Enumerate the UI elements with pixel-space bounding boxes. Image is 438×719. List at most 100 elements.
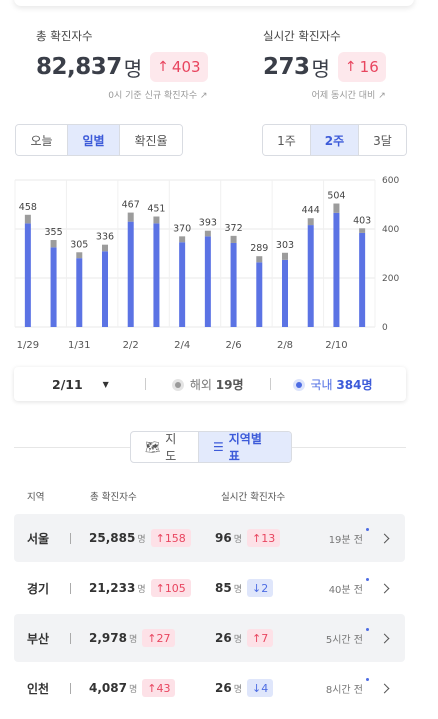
data-label: 504 (327, 191, 345, 202)
bar-domestic (179, 242, 186, 327)
total-delta-badge: ↑ 158 (150, 529, 191, 547)
chevron-right-icon[interactable] (379, 683, 390, 693)
tab-region-table[interactable]: ☰ 지역별 표 (199, 432, 291, 462)
total-delta-badge: ↑ 27 (142, 629, 176, 647)
chevron-right-icon[interactable] (379, 583, 390, 593)
realtime-cases-stat: 실시간 확진자수 273 명 ↑ 16 어제 동시간 대비 ↗ (263, 28, 386, 101)
data-label: 336 (96, 232, 114, 243)
total-cases-delta-badge: ↑ 403 (150, 52, 208, 82)
bar-overseas (333, 203, 340, 213)
date-selector-bar: 2/11 ▼ 해외 19명 국내 384명 (14, 367, 406, 401)
view-tab-group: 오늘 일별 확진율 (15, 124, 183, 156)
bar-domestic (359, 232, 366, 327)
row-realtime: 96 명 ↑ 13 (215, 529, 281, 547)
chevron-right-icon[interactable] (379, 633, 390, 643)
data-label: 303 (276, 240, 294, 251)
data-label: 372 (225, 223, 243, 234)
table-row[interactable]: 부산 2,978 명 ↑ 27 26 명 ↑ 7 5시간 전 (14, 614, 405, 662)
arrow-up-icon: ↑ (147, 631, 157, 645)
bar-overseas (76, 252, 83, 259)
realtime-cases-value: 273 (263, 54, 310, 80)
tab-daily[interactable]: 일별 (68, 125, 120, 155)
x-tick-label: 2/8 (277, 340, 293, 351)
period-tab-group: 1주 2주 3달 (262, 124, 407, 156)
bar-domestic (50, 247, 57, 327)
total-cases-label: 총 확진자수 (36, 29, 93, 43)
tab-rate[interactable]: 확진율 (120, 125, 182, 155)
bar-overseas (204, 230, 211, 237)
arrow-down-icon: ↓ (251, 581, 262, 595)
arrow-up-icon: ↑ (155, 531, 165, 545)
bar-overseas (50, 240, 57, 248)
row-total: 2,978 명 ↑ 27 (89, 629, 176, 647)
realtime-delta-badge: ↑ 7 (246, 629, 274, 647)
bar-overseas (282, 252, 288, 260)
table-row[interactable]: 인천 4,087 명 ↑ 43 26 명 ↓ 4 8시간 전 (14, 664, 405, 712)
chevron-right-icon[interactable] (379, 533, 390, 543)
arrow-up-icon: ↑ (157, 59, 169, 75)
divider (269, 378, 271, 390)
total-cases-note[interactable]: 0시 기준 신규 확진자수 ↗ (108, 91, 208, 101)
row-updated-time: 8시간 전 (326, 677, 370, 696)
total-cases-stat: 총 확진자수 82,837 명 ↑ 403 0시 기준 신규 확진자수 ↗ (36, 28, 208, 101)
data-label: 467 (122, 200, 140, 211)
divider (70, 582, 71, 594)
data-label: 403 (353, 215, 371, 226)
bar-overseas (307, 218, 314, 226)
arrow-up-icon: ↑ (251, 631, 262, 645)
bar-domestic (76, 258, 83, 327)
realtime-cases-note[interactable]: 어제 동시간 대비 ↗ (311, 91, 386, 101)
overseas-dot-icon (171, 379, 184, 391)
total-cases-value: 82,837 (36, 54, 122, 80)
row-region: 인천 (27, 681, 50, 696)
data-label: 393 (199, 218, 217, 229)
tab-2-weeks[interactable]: 2주 (311, 125, 359, 155)
domestic-legend: 국내 384명 (292, 376, 373, 393)
arrow-up-icon: ↑ (344, 59, 357, 75)
tab-3-months[interactable]: 3달 (359, 125, 406, 155)
tab-today[interactable]: 오늘 (16, 125, 68, 155)
bar-overseas (102, 244, 108, 252)
bar-domestic (102, 251, 108, 327)
tab-1-week[interactable]: 1주 (263, 125, 311, 155)
header-total: 총 확진자수 (90, 492, 137, 503)
row-total: 4,087 명 ↑ 43 (89, 679, 176, 697)
bar-domestic (256, 262, 263, 327)
arrow-up-icon: ↑ (251, 531, 262, 545)
table-row[interactable]: 서울 25,885 명 ↑ 158 96 명 ↑ 13 19분 전 (14, 514, 405, 562)
bar-domestic (127, 221, 134, 327)
realtime-delta-badge: ↑ 13 (246, 529, 281, 547)
data-label: 370 (173, 223, 191, 234)
map-table-tabs: 🗺 지도 ☰ 지역별 표 (130, 431, 292, 463)
bar-domestic (24, 223, 31, 327)
row-updated-time: 19분 전 (329, 527, 370, 546)
bar-overseas (24, 214, 31, 224)
y-tick-label: 400 (382, 225, 399, 235)
bar-overseas (230, 235, 237, 243)
tab-map[interactable]: 🗺 지도 (131, 432, 199, 462)
bar-domestic (230, 242, 237, 327)
bar-overseas (153, 216, 160, 224)
realtime-delta-badge: ↓ 2 (246, 579, 274, 597)
map-icon: 🗺 (145, 440, 161, 454)
daily-cases-chart: 0 200 400 600 458 355 305 336 467 451 370 393 372 289… (14, 176, 399, 351)
table-row[interactable]: 경기 21,233 명 ↑ 105 85 명 ↓ 2 40분 전 (14, 564, 405, 612)
bar-domestic (153, 223, 160, 327)
realtime-cases-delta: 16 (359, 58, 379, 76)
row-total: 21,233 명 ↑ 105 (89, 579, 191, 597)
row-updated-time: 40분 전 (329, 577, 370, 596)
caret-down-icon[interactable]: ▼ (102, 379, 109, 389)
x-tick-label: 2/4 (174, 340, 190, 351)
row-updated-time: 5시간 전 (326, 627, 370, 646)
data-label: 444 (302, 205, 320, 216)
overseas-legend: 해외 19명 (171, 376, 244, 393)
realtime-cases-label: 실시간 확진자수 (263, 29, 341, 43)
row-region: 부산 (27, 631, 50, 646)
selected-date[interactable]: 2/11 (52, 376, 83, 392)
total-delta-badge: ↑ 43 (142, 679, 176, 697)
row-realtime: 85 명 ↓ 2 (215, 579, 274, 597)
bar-overseas (127, 212, 134, 222)
divider (144, 378, 146, 390)
total-cases-unit: 명 (123, 56, 143, 81)
y-tick-label: 200 (382, 274, 399, 284)
